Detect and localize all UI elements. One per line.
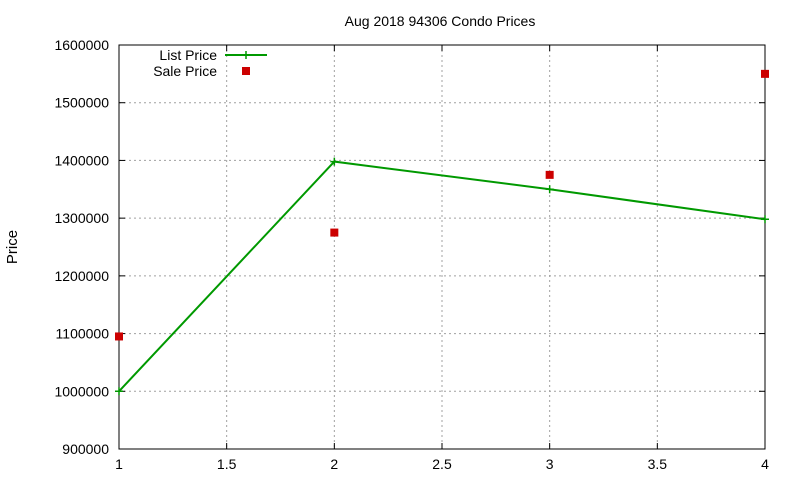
sale-price-point [330, 228, 339, 237]
y-axis: 900000 1000000 1100000 1200000 1300000 140000… [54, 37, 765, 457]
x-tick-label: 2 [330, 456, 338, 472]
sale-price-point [545, 170, 554, 179]
y-tick-label: 1000000 [54, 383, 109, 399]
y-tick-label: 1400000 [54, 152, 109, 168]
y-tick-label: 1200000 [54, 268, 109, 284]
sale-price-point [115, 332, 123, 341]
list-price-point [761, 215, 769, 224]
plot-frame [118, 44, 766, 450]
sale-price-point [761, 69, 769, 78]
x-tick-label: 3.5 [648, 456, 668, 472]
x-tick-label: 3 [546, 456, 554, 472]
x-tick-label: 2.5 [432, 456, 452, 472]
list-price-point [545, 185, 554, 194]
legend-plus-marker [242, 51, 250, 59]
legend-square-marker [242, 67, 250, 75]
list-price-line [118, 160, 766, 392]
list-price-point [115, 387, 123, 396]
y-tick-label: 1500000 [54, 95, 109, 111]
chart-title: Aug 2018 94306 Condo Prices [345, 13, 536, 29]
legend-label: List Price [159, 47, 217, 63]
grid-lines [119, 45, 765, 449]
x-tick-label: 1 [115, 456, 123, 472]
y-axis-label: Price [4, 230, 21, 264]
y-tick-label: 1100000 [56, 326, 110, 342]
legend-label: Sale Price [153, 63, 217, 79]
y-tick-label: 1600000 [54, 37, 109, 53]
x-tick-label: 4 [761, 456, 769, 472]
series-layer [115, 69, 769, 396]
list-price-point [330, 157, 339, 166]
y-tick-label: 900000 [62, 441, 109, 457]
x-tick-label: 1.5 [217, 456, 237, 472]
y-tick-label: 1300000 [54, 210, 109, 226]
x-axis: 1 1.5 2 2.5 3 3.5 4 [115, 45, 769, 472]
